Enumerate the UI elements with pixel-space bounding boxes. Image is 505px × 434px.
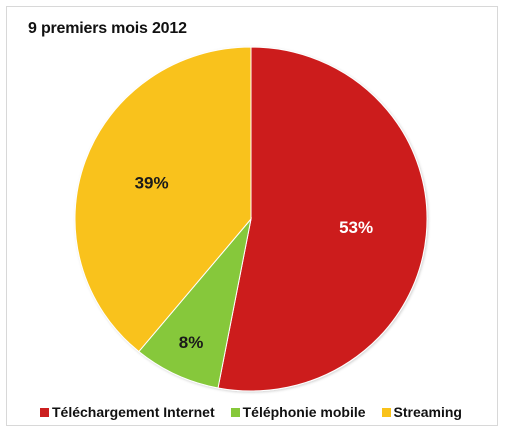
pie-slice-3 [74,46,252,353]
legend-label-1: Téléchargement Internet [52,404,215,420]
pie-slice-1 [217,46,428,392]
legend-item-2: Téléphonie mobile [230,404,366,420]
pie-slices [74,46,428,392]
legend-swatch-2 [230,407,240,417]
pie-slice-2 [138,217,252,389]
legend-label-2: Téléphonie mobile [242,404,366,420]
legend-item-3: Streaming [381,404,462,420]
slice-label-1: 53% [339,218,373,237]
slice-label-2: 8% [179,333,204,352]
chart-legend: Téléchargement Internet Téléphonie mobile… [40,404,478,420]
legend-swatch-3 [381,407,391,417]
slice-label-3: 39% [135,173,169,192]
legend-item-1: Téléchargement Internet [40,404,215,420]
legend-swatch-1 [40,407,49,417]
pie-slice-labels: 53% 8% 39% [135,173,374,352]
chart-title: 9 premiers mois 2012 [28,20,187,37]
legend-label-3: Streaming [393,404,462,420]
